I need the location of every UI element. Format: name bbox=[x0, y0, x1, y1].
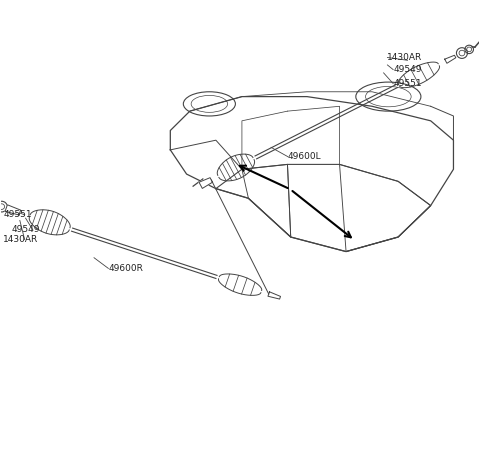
Polygon shape bbox=[5, 205, 21, 215]
Text: 1430AR: 1430AR bbox=[387, 53, 423, 62]
Text: 49549: 49549 bbox=[393, 65, 421, 74]
Text: 1430AR: 1430AR bbox=[3, 235, 38, 244]
Text: 49600R: 49600R bbox=[108, 264, 143, 273]
Polygon shape bbox=[444, 55, 456, 64]
Polygon shape bbox=[268, 292, 280, 299]
Polygon shape bbox=[199, 177, 213, 188]
Text: 49600L: 49600L bbox=[288, 152, 322, 161]
Text: 49551: 49551 bbox=[393, 79, 422, 88]
Text: 49551: 49551 bbox=[3, 210, 32, 219]
Text: 49549: 49549 bbox=[11, 225, 40, 234]
